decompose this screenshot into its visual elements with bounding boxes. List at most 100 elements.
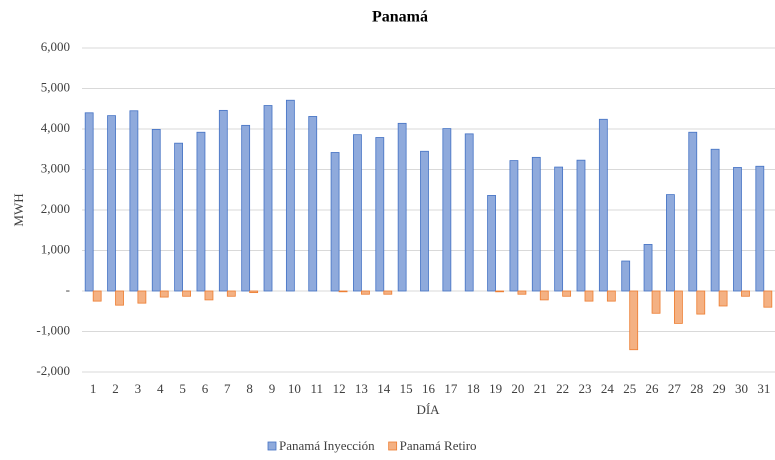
bar [92, 290, 102, 302]
bar [718, 290, 728, 307]
x-tick-label: 21 [534, 381, 547, 396]
bar [115, 290, 124, 306]
bar [174, 142, 183, 292]
bar [84, 112, 94, 292]
x-tick-label: 15 [400, 381, 413, 396]
bar [375, 137, 385, 292]
x-tick-label: 1 [90, 381, 97, 396]
bar [383, 290, 393, 295]
bar [218, 109, 228, 292]
bar [517, 290, 527, 295]
bar [576, 159, 586, 292]
bar [182, 290, 191, 297]
y-tick-label: 2,000 [41, 201, 70, 216]
x-tick-label: 12 [333, 381, 346, 396]
bar [420, 150, 429, 292]
bar [688, 131, 698, 292]
x-tick-label: 19 [489, 381, 502, 396]
bar [196, 131, 206, 292]
x-tick-label: 5 [179, 381, 186, 396]
x-tick-label: 16 [422, 381, 436, 396]
bar [696, 290, 706, 315]
bar [554, 166, 564, 292]
x-axis-label: DÍA [416, 402, 440, 417]
bar [741, 290, 750, 297]
bar [442, 128, 452, 292]
y-tick-label: -1,000 [36, 322, 70, 337]
y-tick-label: 6,000 [41, 39, 70, 54]
bar [361, 290, 370, 295]
bar [562, 290, 572, 297]
bar [763, 290, 773, 308]
y-axis-label: MWH [11, 193, 26, 226]
x-tick-label: 3 [135, 381, 142, 396]
y-tick-label: 3,000 [41, 160, 70, 175]
bar [249, 290, 259, 294]
legend-label: Panamá Retiro [400, 438, 477, 453]
y-tick-label: 4,000 [41, 120, 70, 135]
y-tick-label: - [66, 282, 70, 297]
bar [710, 148, 720, 292]
x-tick-label: 26 [646, 381, 660, 396]
bar [755, 165, 765, 292]
bar [397, 122, 407, 292]
bar [285, 99, 295, 292]
x-tick-label: 23 [578, 381, 591, 396]
x-tick-label: 8 [246, 381, 253, 396]
bar [330, 152, 340, 292]
bar [263, 105, 273, 292]
x-tick-label: 31 [757, 381, 770, 396]
bar [733, 167, 742, 292]
y-tick-label: -2,000 [36, 363, 70, 378]
bar [308, 116, 318, 292]
bar [584, 290, 594, 302]
bar [621, 260, 631, 292]
x-tick-label: 13 [355, 381, 368, 396]
bar [129, 110, 139, 292]
y-tick-label: 1,000 [41, 241, 70, 256]
x-tick-label: 18 [467, 381, 480, 396]
bar [606, 290, 616, 302]
x-tick-label: 7 [224, 381, 231, 396]
x-tick-label: 27 [668, 381, 682, 396]
y-tick-label: 5,000 [41, 79, 70, 94]
x-tick-label: 29 [713, 381, 726, 396]
x-tick-label: 30 [735, 381, 748, 396]
bar [204, 290, 214, 301]
bar [674, 290, 683, 324]
x-tick-label: 28 [690, 381, 703, 396]
bar [629, 290, 639, 351]
bar [226, 290, 236, 297]
x-tick-label: 17 [444, 381, 458, 396]
bar [159, 290, 169, 298]
bar [598, 118, 608, 292]
bar [531, 156, 541, 292]
bar [353, 134, 362, 292]
x-tick-label: 2 [112, 381, 119, 396]
legend-swatch [267, 441, 277, 451]
x-tick-label: 14 [377, 381, 391, 396]
bar [539, 290, 549, 301]
bar [464, 133, 474, 292]
bar [151, 129, 161, 292]
bar [241, 124, 251, 292]
x-tick-label: 20 [511, 381, 524, 396]
x-tick-label: 24 [601, 381, 615, 396]
bar [509, 160, 519, 292]
bar [487, 195, 496, 292]
bar [107, 115, 116, 292]
chart-title: Panamá [372, 9, 428, 26]
x-tick-label: 9 [269, 381, 276, 396]
x-tick-label: 25 [623, 381, 636, 396]
x-tick-label: 6 [202, 381, 209, 396]
x-tick-label: 11 [310, 381, 323, 396]
bar [666, 194, 675, 292]
x-tick-label: 22 [556, 381, 569, 396]
legend-label: Panamá Inyección [279, 438, 375, 453]
x-tick-label: 10 [288, 381, 301, 396]
bar [643, 244, 653, 292]
x-tick-label: 4 [157, 381, 164, 396]
bar [338, 290, 348, 293]
bar [651, 290, 661, 314]
